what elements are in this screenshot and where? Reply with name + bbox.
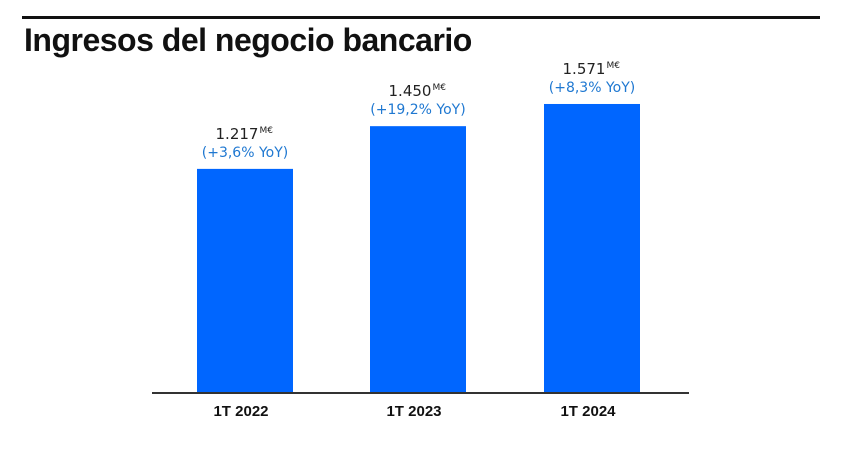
page-title: Ingresos del negocio bancario — [24, 22, 472, 58]
unit-label: M€ — [606, 61, 620, 71]
growth-label: (+8,3% YoY) — [549, 80, 635, 96]
top-rule — [22, 16, 820, 19]
unit-label: M€ — [432, 83, 446, 93]
value-label: 1.217 — [216, 125, 259, 143]
growth-label: (+3,6% YoY) — [202, 145, 288, 161]
category-label: 1T 2024 — [560, 403, 616, 420]
value-label: 1.450 — [389, 82, 432, 100]
bar-1t-2024 — [544, 103, 640, 392]
growth-label: (+19,2% YoY) — [370, 102, 465, 118]
bar-1t-2022 — [197, 168, 293, 392]
category-label: 1T 2023 — [386, 403, 441, 420]
bar-1t-2023 — [370, 126, 466, 393]
value-label: 1.571 — [563, 60, 606, 78]
category-label: 1T 2022 — [213, 403, 268, 420]
unit-label: M€ — [259, 126, 273, 136]
